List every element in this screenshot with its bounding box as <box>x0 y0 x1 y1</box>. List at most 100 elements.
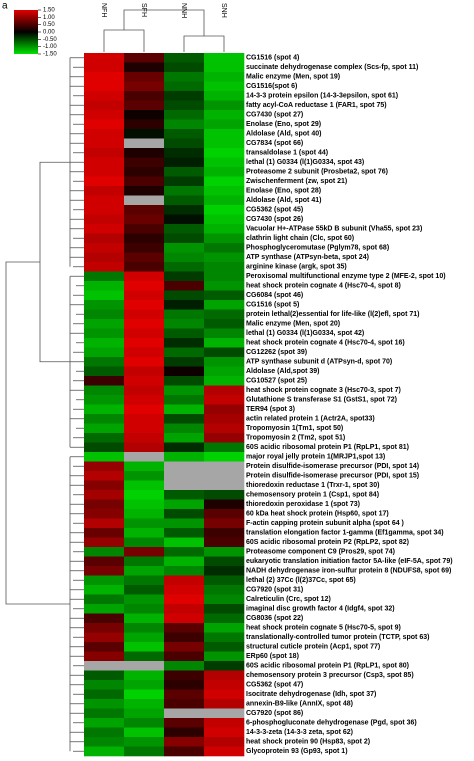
heatmap-cell <box>84 509 125 519</box>
heatmap-cell <box>84 328 125 339</box>
heatmap-cell <box>124 537 165 548</box>
heatmap-cell <box>204 338 245 348</box>
row-label: lethal (1) G0334 (l(1)G0334, spot 43) <box>246 159 364 166</box>
row-label: chemosensory protein 3 precursor (Csp3, … <box>246 672 414 679</box>
heatmap-cell <box>124 319 165 329</box>
heatmap-cell <box>204 490 245 500</box>
heatmap-cell <box>124 594 165 605</box>
heatmap-cell <box>124 300 165 310</box>
heatmap-cell <box>124 195 165 206</box>
row-label: CG10527 (spot 25) <box>246 378 307 385</box>
row-label: Enolase (Eno, spot 28) <box>246 188 321 195</box>
heatmap-cell <box>164 442 205 453</box>
heatmap-cell <box>164 490 205 500</box>
heatmap-cell <box>204 72 245 82</box>
heatmap-cell <box>84 537 125 548</box>
heatmap-cell <box>124 528 165 538</box>
row-label: CG7920 (spot 86) <box>246 710 303 717</box>
heatmap-cell <box>124 632 165 643</box>
row-label: Tropomyosin 2 (Tm2, spot 51) <box>246 435 345 442</box>
row-label: translation elongation factor 1-gamma (E… <box>246 530 444 537</box>
heatmap-cell <box>84 490 125 500</box>
row-label: ATP synthase subunit d (ATPsyn-d, spot 7… <box>246 359 392 366</box>
heatmap-cell <box>204 509 245 519</box>
heatmap-cell <box>84 689 125 700</box>
heatmap-cell <box>84 91 125 101</box>
heatmap-cell <box>124 480 165 491</box>
heatmap-cell <box>204 271 245 282</box>
heatmap-cell <box>124 680 165 690</box>
heatmap-cell <box>164 385 205 396</box>
row-label: Vacuolar H+-ATPase 55kD B subunit (Vha55… <box>246 226 422 233</box>
heatmap-cell <box>164 518 205 529</box>
heatmap-cell <box>124 395 165 405</box>
heatmap-cell <box>164 252 205 263</box>
heatmap-cell <box>124 471 165 481</box>
heatmap-cell <box>204 414 245 424</box>
heatmap-cell <box>204 91 245 101</box>
heatmap-cell <box>204 224 245 234</box>
row-label: annexin-B9-like (AnnIX, spot 48) <box>246 701 353 708</box>
row-label: translationally-controlled tumor protein… <box>246 634 429 641</box>
heatmap-cell <box>124 689 165 700</box>
row-label: arginine kinase (argk, spot 35) <box>246 264 347 271</box>
heatmap-cell <box>124 499 165 510</box>
row-label: thioredoxin peroxidase 1 (spot 73) <box>246 501 360 508</box>
row-label: CG7430 (spot 27) <box>246 112 303 119</box>
heatmap-cell <box>204 556 245 567</box>
heatmap-cell <box>124 433 165 443</box>
heatmap-cell <box>204 433 245 443</box>
row-label: transaldolase 1 (spot 44) <box>246 150 328 157</box>
row-label: actin related protein 1 (Actr2A, spot33) <box>246 416 375 423</box>
row-label: heat shock protein 90 (Hsp83, spot 2) <box>246 739 370 746</box>
heatmap-cell <box>204 594 245 605</box>
heatmap-cell <box>204 62 245 73</box>
colorbar-label: 1.50 <box>43 8 55 14</box>
heatmap-cell <box>204 100 245 111</box>
heatmap-cell <box>84 347 125 358</box>
heatmap-cell <box>84 167 125 177</box>
row-label: lethal (1) G0334 (l(1)G0334, spot 42) <box>246 330 364 337</box>
row-label: Isocitrate dehydrogenase (Idh, spot 37) <box>246 691 376 698</box>
heatmap-cell <box>164 243 205 253</box>
heatmap-cell <box>84 737 125 747</box>
heatmap-cell <box>164 176 205 187</box>
heatmap-cell <box>204 547 245 557</box>
heatmap-cell <box>84 414 125 424</box>
heatmap-cell <box>164 262 205 272</box>
heatmap-cell <box>124 613 165 624</box>
heatmap-cell <box>204 746 245 757</box>
row-label: Enolase (Eno, spot 29) <box>246 121 321 128</box>
heatmap-cell <box>84 680 125 690</box>
heatmap-cell <box>124 91 165 101</box>
heatmap-cell <box>204 347 245 358</box>
heatmap-cell <box>204 642 245 652</box>
row-label: Protein disulfide-isomerase precursor (P… <box>246 473 419 480</box>
heatmap-cell <box>124 281 165 291</box>
heatmap-cell <box>204 604 245 614</box>
heatmap-cell <box>84 433 125 443</box>
heatmap-cell <box>84 309 125 320</box>
heatmap-cell <box>124 518 165 529</box>
column-label: SNH <box>220 3 227 18</box>
heatmap-cell <box>84 423 125 434</box>
row-label: Glycoprotein 93 (Gp93, spot 1) <box>246 748 348 755</box>
heatmap-cell <box>164 632 205 643</box>
heatmap-cell <box>204 119 245 130</box>
heatmap-cell <box>164 414 205 424</box>
heatmap-cell <box>84 186 125 196</box>
dendrogram-branch <box>39 161 70 363</box>
heatmap-cell <box>84 53 125 63</box>
heatmap-cell <box>124 670 165 681</box>
heatmap-cell <box>204 252 245 263</box>
heatmap-cell <box>204 537 245 548</box>
heatmap-cell <box>204 395 245 405</box>
heatmap-cell <box>124 385 165 396</box>
heatmap-cell <box>84 271 125 282</box>
dendrogram-branch <box>123 9 205 36</box>
heatmap-cell <box>84 661 125 671</box>
heatmap-cell <box>124 224 165 234</box>
heatmap-cell <box>164 708 205 719</box>
heatmap-cell <box>124 62 165 73</box>
